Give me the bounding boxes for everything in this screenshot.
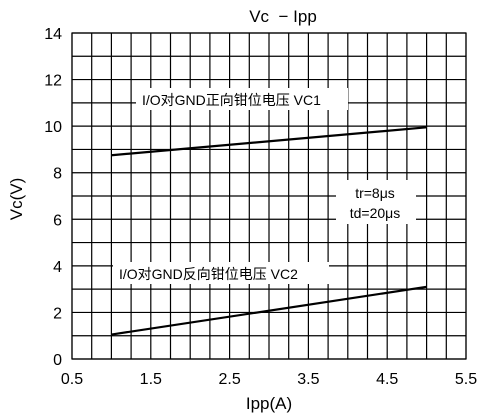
y-tick-label: 4 [53,259,62,276]
x-tick-label: 3.5 [297,371,319,388]
vc1-label-bg [136,88,348,110]
x-axis-label: Ipp(A) [246,394,292,413]
series-lines [111,126,427,336]
vc2-label-bg [113,262,329,284]
x-tick-label: 5.5 [455,371,477,388]
y-tick-label: 0 [53,352,62,369]
y-tick-label: 14 [44,26,62,43]
plot-frame [71,32,467,360]
x-tick-label: 4.5 [376,371,398,388]
series-line-vc1 [111,126,427,157]
td-annotation: td=20μs [350,205,401,221]
tr-annotation: tr=8μs [355,185,395,201]
vc1-label: I/O对GND正向钳位电压 VC1 [142,92,321,108]
y-tick-label: 8 [53,166,62,183]
vc2-label: I/O对GND反向钳位电压 VC2 [119,266,298,282]
y-tick-label: 12 [44,73,62,90]
y-axis-label: Vc(V) [7,178,26,221]
y-tick-label: 2 [53,305,62,322]
y-tick-label: 6 [53,212,62,229]
x-tick-label: 1.5 [140,371,162,388]
timing-label-bg [336,180,416,224]
y-tick-labels: 0 2 4 6 8 10 12 14 [44,26,62,369]
series-line-vc2 [111,285,427,336]
x-tick-label: 2.5 [218,371,240,388]
x-tick-label: 0.5 [61,371,83,388]
x-tick-labels: 0.5 1.5 2.5 3.5 4.5 5.5 [61,371,477,388]
chart-title: Vc − Ipp [249,7,317,26]
y-tick-label: 10 [44,119,62,136]
